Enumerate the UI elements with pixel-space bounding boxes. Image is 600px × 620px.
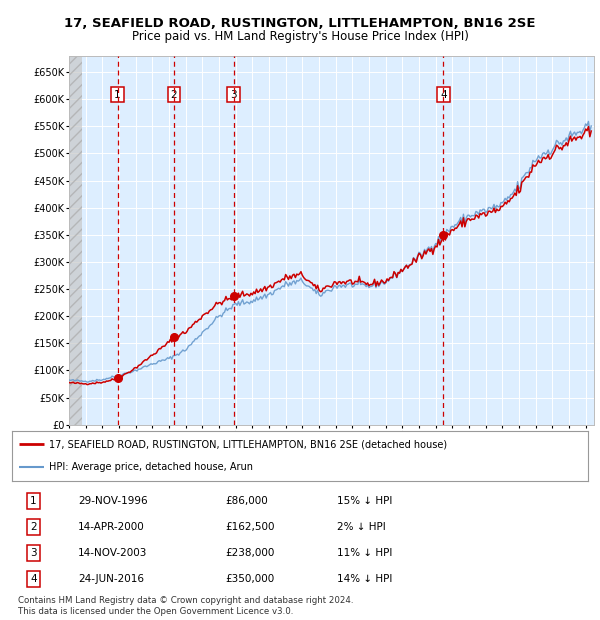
Text: 2: 2	[170, 89, 177, 100]
Text: £86,000: £86,000	[225, 496, 268, 506]
Text: £238,000: £238,000	[225, 548, 274, 558]
Text: 4: 4	[440, 89, 446, 100]
Text: Contains HM Land Registry data © Crown copyright and database right 2024.
This d: Contains HM Land Registry data © Crown c…	[18, 596, 353, 616]
Text: 2: 2	[30, 522, 37, 532]
Text: 24-JUN-2016: 24-JUN-2016	[78, 574, 144, 584]
Text: 1: 1	[115, 89, 121, 100]
Text: £350,000: £350,000	[225, 574, 274, 584]
Text: 1: 1	[30, 496, 37, 506]
Text: HPI: Average price, detached house, Arun: HPI: Average price, detached house, Arun	[49, 462, 253, 472]
Text: 4: 4	[30, 574, 37, 584]
Text: 29-NOV-1996: 29-NOV-1996	[78, 496, 148, 506]
Text: £162,500: £162,500	[225, 522, 275, 532]
Text: 17, SEAFIELD ROAD, RUSTINGTON, LITTLEHAMPTON, BN16 2SE (detached house): 17, SEAFIELD ROAD, RUSTINGTON, LITTLEHAM…	[49, 440, 448, 450]
Text: 3: 3	[230, 89, 237, 100]
Text: 14-NOV-2003: 14-NOV-2003	[78, 548, 148, 558]
Text: 15% ↓ HPI: 15% ↓ HPI	[337, 496, 393, 506]
Text: 3: 3	[30, 548, 37, 558]
Text: 14% ↓ HPI: 14% ↓ HPI	[337, 574, 393, 584]
Bar	[69, 56, 82, 425]
Text: Price paid vs. HM Land Registry's House Price Index (HPI): Price paid vs. HM Land Registry's House …	[131, 30, 469, 43]
Text: 14-APR-2000: 14-APR-2000	[78, 522, 145, 532]
Text: 2% ↓ HPI: 2% ↓ HPI	[337, 522, 386, 532]
Text: 11% ↓ HPI: 11% ↓ HPI	[337, 548, 393, 558]
Text: 17, SEAFIELD ROAD, RUSTINGTON, LITTLEHAMPTON, BN16 2SE: 17, SEAFIELD ROAD, RUSTINGTON, LITTLEHAM…	[64, 17, 536, 30]
